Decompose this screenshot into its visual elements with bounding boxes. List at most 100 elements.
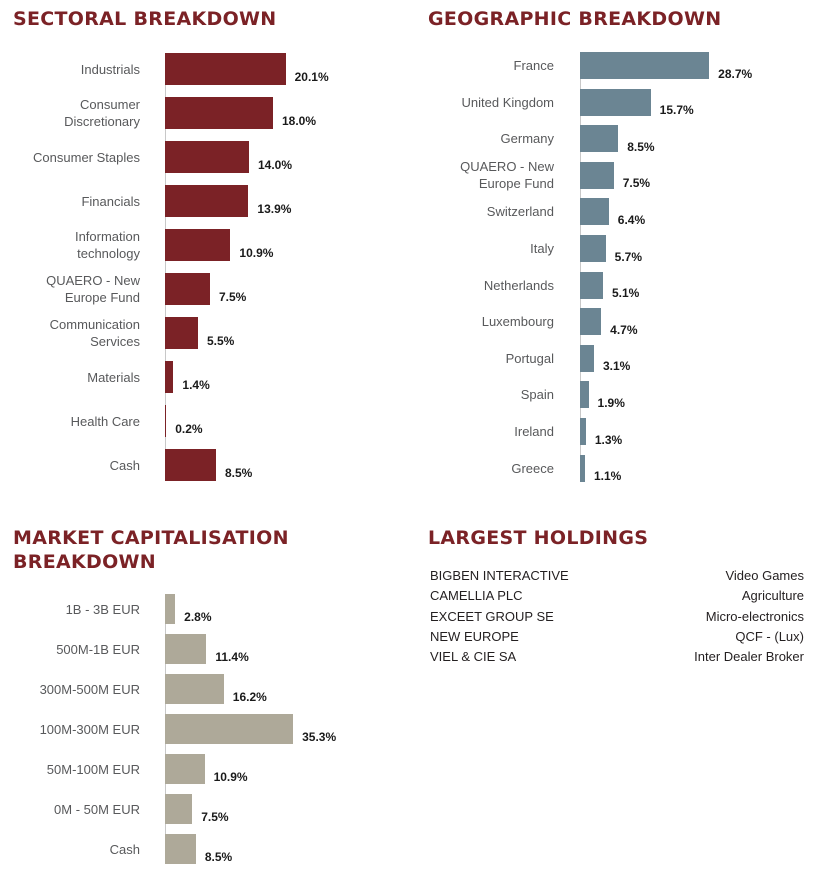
sectoral-bar bbox=[165, 317, 198, 349]
geographic-value-label: 28.7% bbox=[718, 66, 753, 81]
geographic-bar bbox=[580, 198, 609, 226]
holding-sector: Micro-electronics bbox=[705, 608, 804, 624]
sectoral-category-label: Financials bbox=[5, 185, 140, 217]
geographic-category-label: Germany bbox=[404, 125, 554, 152]
geographic-category-text: Europe Fund bbox=[478, 176, 554, 192]
geographic-bar bbox=[580, 52, 710, 79]
geographic-bar bbox=[580, 454, 585, 482]
holdings-title: LARGEST HOLDINGS bbox=[428, 527, 649, 549]
geographic-bar bbox=[580, 308, 602, 336]
sectoral-value-label: 1.4% bbox=[182, 378, 210, 392]
sectoral-category-text: Discretionary bbox=[64, 114, 140, 129]
sectoral-category-label: Consumer Discretionary bbox=[5, 97, 140, 129]
sectoral-category-label: Information technology bbox=[5, 229, 140, 261]
holding-row: EXCEET GROUP SE Micro-electronics bbox=[430, 607, 804, 627]
sectoral-category-text: Europe Fund bbox=[64, 290, 140, 305]
geographic-category-label: Greece bbox=[404, 455, 554, 482]
market_cap-category-label: 1B - 3B EUR bbox=[5, 594, 140, 624]
geographic-category-text: Spain bbox=[520, 387, 554, 403]
sectoral-category-text: Consumer bbox=[80, 97, 140, 112]
geographic-category-text: Netherlands bbox=[483, 277, 554, 293]
sectoral-axis-line bbox=[165, 53, 166, 481]
market_cap-category-text: 1B - 3B EUR bbox=[65, 601, 140, 617]
geographic-value-label: 5.7% bbox=[614, 249, 642, 264]
market_cap-value-label: 8.5% bbox=[204, 850, 233, 864]
holding-sector: QCF - (Lux) bbox=[735, 628, 804, 644]
geographic-bar bbox=[580, 418, 586, 445]
holding-name: CAMELLIA PLC bbox=[430, 588, 523, 604]
geographic-axis-line bbox=[580, 52, 581, 482]
holdings-table: BIGBEN INTERACTIVE Video Games CAMELLIA … bbox=[430, 566, 804, 667]
geographic-category-text: France bbox=[513, 58, 554, 73]
sectoral-category-text: Consumer Staples bbox=[33, 149, 140, 165]
geographic-value-label: 1.9% bbox=[597, 395, 625, 410]
market_cap-category-text: 50M-100M EUR bbox=[46, 761, 140, 777]
market_cap-category-text: 0M - 50M EUR bbox=[54, 801, 140, 817]
sectoral-value-label: 18.0% bbox=[282, 114, 317, 128]
sectoral-value-label: 5.5% bbox=[207, 334, 235, 348]
market_cap-value-label: 11.4% bbox=[215, 650, 249, 664]
market_cap-bar bbox=[165, 754, 205, 784]
sectoral-value-label: 14.0% bbox=[258, 158, 293, 172]
geographic-value-label: 1.3% bbox=[594, 432, 623, 447]
geographic-category-text: Switzerland bbox=[486, 204, 554, 220]
geographic-bar bbox=[580, 344, 594, 372]
geographic-category-label: Italy bbox=[404, 235, 554, 262]
sectoral-bar bbox=[165, 185, 249, 217]
sectoral-category-text: Information bbox=[74, 229, 140, 244]
sectoral-value-label: 8.5% bbox=[225, 466, 253, 480]
market_cap-bar bbox=[165, 714, 294, 744]
market_cap-value-label: 10.9% bbox=[213, 770, 248, 784]
holding-row: VIEL & CIE SA Inter Dealer Broker bbox=[430, 647, 804, 667]
geographic-value-label: 4.7% bbox=[610, 322, 638, 337]
geographic-category-label: Portugal bbox=[404, 345, 554, 372]
market-cap-title-line2: BREAKDOWN bbox=[13, 551, 157, 573]
geographic-value-label: 1.1% bbox=[593, 469, 622, 484]
sectoral-bar bbox=[165, 449, 216, 481]
geographic-category-text: Portugal bbox=[505, 350, 554, 366]
sectoral-category-label: Cash bbox=[5, 449, 140, 481]
sectoral-bar bbox=[165, 229, 231, 261]
sectoral-category-text: Financials bbox=[81, 193, 140, 209]
geographic-category-label: Ireland bbox=[404, 418, 554, 445]
market_cap-value-label: 2.8% bbox=[184, 610, 212, 624]
geographic-value-label: 5.1% bbox=[611, 286, 640, 301]
geographic-category-text: Greece bbox=[511, 460, 554, 476]
geographic-bar bbox=[580, 161, 614, 189]
sectoral-category-label: Consumer Staples bbox=[5, 141, 140, 173]
geographic-bar bbox=[580, 125, 619, 153]
market_cap-category-text: 500M-1B EUR bbox=[56, 641, 140, 657]
holding-sector: Agriculture bbox=[741, 588, 804, 604]
market_cap-category-label: Cash bbox=[5, 834, 140, 864]
sectoral-value-label: 10.9% bbox=[239, 246, 274, 260]
geographic-category-text: Germany bbox=[500, 131, 554, 147]
holding-sector: Video Games bbox=[725, 568, 804, 583]
sectoral-category-label: QUAERO - New Europe Fund bbox=[5, 273, 140, 305]
geographic-category-label: Luxembourg bbox=[404, 308, 554, 335]
market_cap-category-text: 100M-300M EUR bbox=[39, 721, 140, 737]
holding-row: BIGBEN INTERACTIVE Video Games bbox=[430, 566, 804, 586]
sectoral-category-text: QUAERO - New bbox=[46, 273, 140, 288]
sectoral-value-label: 13.9% bbox=[257, 202, 292, 216]
sectoral-category-text: Cash bbox=[109, 457, 140, 473]
holding-row: CAMELLIA PLC Agriculture bbox=[430, 586, 804, 606]
market_cap-category-text: 300M-500M EUR bbox=[39, 681, 140, 697]
geographic-value-label: 7.5% bbox=[622, 176, 651, 191]
market_cap-bar bbox=[165, 794, 193, 824]
sectoral-category-text: Health Care bbox=[70, 413, 140, 429]
geographic-bar bbox=[580, 381, 589, 409]
sectoral-category-text: Services bbox=[90, 334, 140, 349]
geographic-title: GEOGRAPHIC BREAKDOWN bbox=[428, 8, 722, 30]
sectoral-category-text: Materials bbox=[87, 369, 140, 385]
geographic-category-text: QUAERO - New bbox=[460, 159, 554, 175]
geographic-category-text: United Kingdom bbox=[461, 94, 555, 110]
market_cap-bar bbox=[165, 594, 176, 624]
sectoral-category-text: Industrials bbox=[80, 61, 140, 77]
geographic-value-label: 3.1% bbox=[602, 359, 631, 374]
holding-row: NEW EUROPE QCF - (Lux) bbox=[430, 627, 804, 647]
sectoral-bar bbox=[165, 97, 273, 129]
geographic-bar bbox=[580, 235, 606, 262]
market_cap-category-label: 300M-500M EUR bbox=[5, 674, 140, 704]
